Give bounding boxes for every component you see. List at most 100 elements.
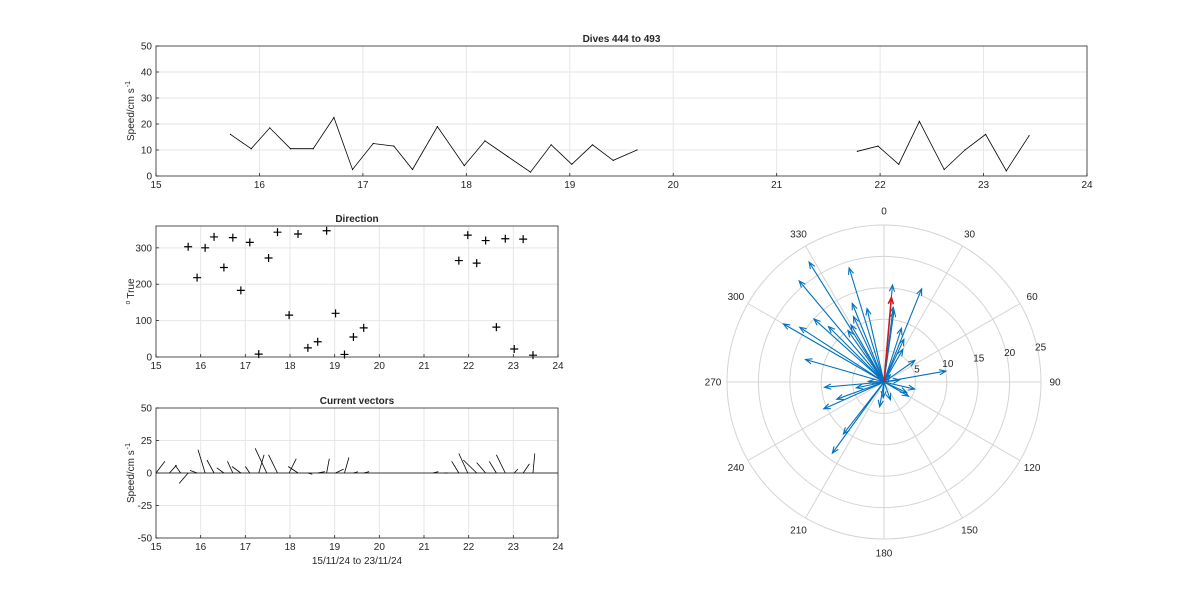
direction-marker [228, 233, 237, 242]
polar-vector-head [812, 317, 821, 326]
direction-marker [264, 254, 273, 263]
current-vector [463, 459, 477, 474]
current-vector [513, 468, 519, 474]
y-axis-label-main: Speed/cm s [126, 88, 137, 141]
polar-angle-label: 60 [1027, 292, 1039, 303]
current-vector [522, 463, 530, 474]
polar-vector-head [901, 390, 910, 397]
data-line-segment [857, 120, 1030, 172]
data-point [1028, 135, 1030, 137]
x-tick-label: 21 [418, 542, 430, 553]
current-vector [254, 448, 268, 474]
polar-angle-label: 300 [728, 292, 745, 303]
current-vector [288, 458, 297, 474]
x-tick-label: 23 [978, 180, 990, 191]
polar-vector-head [854, 383, 864, 390]
y-tick-label: 10 [141, 146, 153, 157]
y-axis-label-sup: -1 [125, 81, 132, 87]
y-tick-label: -50 [138, 534, 153, 545]
polar-vector [883, 381, 915, 390]
polar-vector-head [885, 392, 892, 402]
axes-box [155, 225, 559, 358]
polar-vector [879, 381, 885, 407]
data-line-segment [230, 116, 638, 173]
polar-angle-label: 270 [705, 378, 722, 389]
chart-title: Dives 444 to 493 [583, 34, 661, 45]
polar-vector-head [907, 384, 917, 391]
polar-vector [883, 349, 904, 383]
current-vector [216, 467, 225, 474]
polar-angle-label: 30 [964, 229, 976, 240]
current-vector [245, 466, 251, 474]
direction-marker [501, 234, 510, 243]
x-tick-label: 22 [463, 361, 475, 372]
y-tick-label: 50 [141, 404, 153, 415]
polar-vector-head [877, 399, 884, 409]
direction-marker [285, 311, 294, 320]
polar-radius-label: 25 [1035, 343, 1047, 354]
polar-vector-head [827, 325, 836, 334]
x-tick-label: 19 [329, 542, 341, 553]
polar-radius-label: 20 [1004, 348, 1016, 359]
polar-vector [883, 379, 900, 383]
x-tick-label: 17 [357, 180, 369, 191]
polar-vector [799, 326, 885, 383]
data-point [898, 163, 900, 165]
polar-vector-head [847, 329, 855, 338]
polar-vector [808, 261, 885, 383]
current-vector [155, 461, 166, 474]
current-vector [432, 471, 439, 474]
polar-vector-head [798, 326, 807, 334]
x-tick-label: 21 [418, 361, 430, 372]
direction-marker [201, 243, 210, 252]
direction-marker [294, 230, 303, 239]
x-tick-label: 15 [150, 542, 162, 553]
current-vector [258, 454, 265, 474]
data-point [411, 168, 414, 171]
direction-marker [273, 228, 282, 237]
x-tick-label: 23 [508, 542, 520, 553]
data-point [250, 148, 252, 150]
y-tick-label: 25 [141, 436, 153, 447]
polar-vector [866, 308, 885, 383]
axes-box [155, 45, 1088, 177]
polar-vector-head [847, 266, 854, 275]
direction-marker [359, 323, 368, 332]
current-vector [231, 466, 242, 474]
polar-angle-label: 240 [728, 463, 745, 474]
x-tick-label: 15 [150, 180, 162, 191]
data-point [529, 171, 532, 173]
polar-vector [831, 381, 885, 454]
y-axis-label: Speed/cm s-1 [125, 81, 137, 141]
data-point [333, 116, 335, 119]
x-tick-label: 20 [668, 180, 680, 191]
polar-vector [851, 303, 885, 383]
current-vector [353, 471, 359, 474]
direction-marker [331, 309, 340, 318]
direction-marker [219, 263, 228, 272]
x-tick-label: 16 [254, 180, 266, 191]
current-vector [268, 454, 278, 474]
polar-vector-head [835, 394, 844, 400]
x-tick-label: 16 [195, 542, 207, 553]
direction-marker [472, 259, 481, 268]
y-tick-label: 50 [141, 42, 153, 53]
polar-vector-head [938, 369, 948, 376]
current-vector [174, 464, 181, 474]
data-point [372, 142, 374, 145]
direction-marker [245, 238, 254, 247]
direction-marker [492, 323, 501, 332]
current-vector [476, 462, 486, 474]
polar-vector-head [831, 446, 839, 455]
direction-marker [481, 236, 490, 245]
polar-angle-label: 330 [790, 229, 807, 240]
x-tick-label: 20 [374, 361, 386, 372]
polar-spoke [883, 381, 963, 519]
data-point [636, 149, 638, 151]
current-vector [344, 457, 350, 474]
polar-vector [798, 280, 885, 383]
direction-marker [322, 226, 331, 235]
data-point [918, 120, 921, 122]
x-tick-label: 23 [508, 361, 520, 372]
